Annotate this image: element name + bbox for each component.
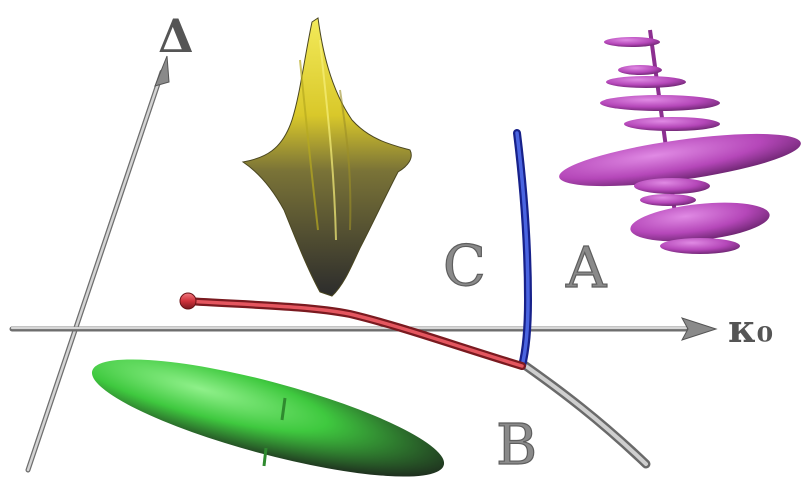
yellow-surface-plot-icon <box>241 17 412 297</box>
vertical-axis <box>25 55 170 473</box>
horizontal-axis <box>9 317 718 341</box>
green-disc-icon <box>91 359 445 477</box>
red-curve-endpoint <box>179 292 197 310</box>
blue-phase-boundary <box>513 129 533 370</box>
magenta-stacked-discs-icon <box>559 29 801 254</box>
vertical-axis-arrowhead <box>154 55 170 87</box>
vertical-axis-label: Δ <box>158 9 194 63</box>
red-phase-boundary <box>179 292 526 370</box>
horizontal-axis-label: κ₀ <box>728 306 773 351</box>
region-label-a: A <box>565 236 607 301</box>
region-label-c: C <box>443 234 486 299</box>
region-label-b: B <box>496 413 537 478</box>
horizontal-axis-arrowhead <box>680 317 718 341</box>
gray-phase-boundary <box>518 359 651 469</box>
